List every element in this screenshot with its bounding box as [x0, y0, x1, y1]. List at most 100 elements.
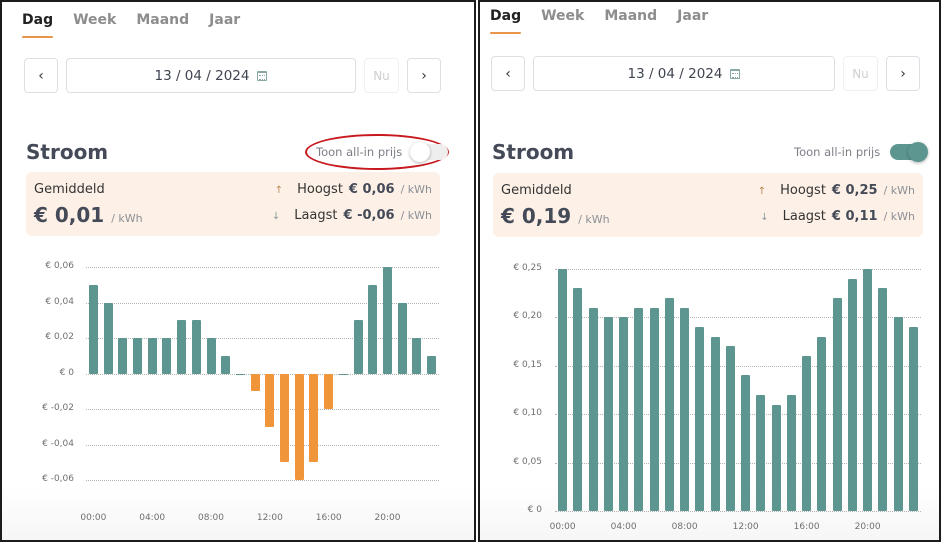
prev-day-button[interactable]: ‹ — [491, 56, 525, 91]
price-bar[interactable] — [847, 278, 857, 511]
price-bar[interactable] — [383, 267, 393, 374]
price-bar[interactable] — [908, 327, 918, 511]
highest-price-row: ↑ Hoogst € 0,06 / kWh — [275, 182, 432, 197]
date-navigator: ‹ 13 / 04 / 2024 Nu › — [491, 56, 920, 92]
unit-label: / kWh — [578, 213, 610, 226]
price-bar[interactable] — [817, 336, 827, 511]
arrow-down-icon: ↓ — [271, 211, 281, 222]
x-axis-tick-label: 00:00 — [549, 522, 576, 532]
all-in-price-toggle[interactable] — [410, 142, 449, 162]
gridline — [86, 302, 439, 304]
price-bar[interactable] — [893, 317, 903, 511]
y-axis-tick-label: € 0,10 — [513, 408, 542, 419]
calendar-icon — [257, 70, 268, 81]
price-bar[interactable] — [353, 320, 363, 374]
date-value: 13 / 04 / 2024 — [627, 65, 723, 82]
x-axis-tick-label: 20:00 — [854, 522, 881, 532]
lowest-label: Laagst — [782, 209, 826, 224]
unit-label: / kWh — [111, 212, 143, 225]
price-bar[interactable] — [235, 373, 245, 375]
date-picker[interactable]: 13 / 04 / 2024 — [533, 56, 835, 91]
price-bar[interactable] — [756, 394, 766, 511]
price-bar[interactable] — [294, 373, 304, 480]
price-bar[interactable] — [786, 394, 796, 511]
x-axis-tick-label: 20:00 — [374, 513, 401, 523]
price-bar[interactable] — [878, 288, 888, 511]
price-bar[interactable] — [863, 269, 873, 511]
price-bar[interactable] — [619, 317, 629, 511]
date-navigator: ‹ 13 / 04 / 2024 Nu › — [24, 58, 441, 94]
section-title: Stroom — [26, 140, 109, 164]
price-bar[interactable] — [397, 302, 407, 374]
price-bar[interactable] — [147, 338, 157, 374]
date-value: 13 / 04 / 2024 — [154, 67, 250, 84]
price-bar[interactable] — [88, 284, 98, 374]
price-bar[interactable] — [680, 307, 690, 511]
price-bar[interactable] — [191, 320, 201, 374]
price-bar[interactable] — [250, 373, 260, 392]
x-axis-tick-label: 04:00 — [139, 513, 166, 523]
price-bar[interactable] — [118, 338, 128, 374]
price-bar[interactable] — [802, 356, 812, 511]
price-chart: € 0,06 € 0,04 € 0,02 € 0 € -0,02 € -0,04 € -0,… — [2, 2, 474, 540]
date-picker[interactable]: 13 / 04 / 2024 — [66, 58, 356, 93]
tab-week[interactable]: Week — [73, 12, 117, 28]
price-bar[interactable] — [368, 284, 378, 374]
chevron-left-icon: ‹ — [38, 67, 44, 84]
tab-week[interactable]: Week — [541, 8, 585, 24]
price-bar[interactable] — [132, 338, 142, 374]
gridline — [555, 462, 921, 464]
price-bar[interactable] — [221, 355, 231, 374]
price-bar[interactable] — [309, 373, 319, 463]
price-bar[interactable] — [695, 327, 705, 511]
price-bar[interactable] — [649, 307, 659, 511]
y-axis-tick-label: € 0,04 — [45, 296, 74, 307]
gridline — [86, 267, 439, 268]
now-button[interactable]: Nu — [843, 56, 878, 91]
price-bar[interactable] — [558, 269, 568, 511]
tab-maand[interactable]: Maand — [604, 8, 658, 24]
price-bar[interactable] — [741, 375, 751, 511]
next-day-button[interactable]: › — [886, 56, 920, 91]
gridline — [555, 414, 921, 416]
now-button[interactable]: Nu — [364, 58, 399, 93]
price-bar[interactable] — [573, 288, 583, 511]
price-bar[interactable] — [177, 320, 187, 374]
price-bar[interactable] — [280, 373, 290, 463]
next-day-button[interactable]: › — [407, 58, 441, 93]
price-bar[interactable] — [603, 317, 613, 511]
tab-jaar[interactable]: Jaar — [209, 12, 241, 28]
price-bar[interactable] — [338, 373, 348, 375]
price-bar[interactable] — [771, 404, 781, 511]
price-bar[interactable] — [427, 355, 437, 374]
tab-dag[interactable]: Dag — [22, 12, 54, 38]
price-bar[interactable] — [103, 302, 113, 374]
tab-maand[interactable]: Maand — [136, 12, 190, 28]
price-bar[interactable] — [710, 336, 720, 511]
highest-value: € 0,06 — [348, 182, 395, 197]
all-in-price-toggle-row: Toon all-in prijs — [794, 142, 929, 162]
price-bar[interactable] — [324, 373, 334, 409]
prev-day-button[interactable]: ‹ — [24, 58, 58, 93]
highest-label: Hoogst — [297, 182, 343, 197]
price-bar[interactable] — [634, 307, 644, 511]
price-bar[interactable] — [664, 298, 674, 511]
price-bar[interactable] — [588, 307, 598, 511]
gridline — [86, 373, 439, 375]
y-axis-tick-label: € -0,02 — [42, 403, 74, 413]
y-axis-tick-label: € 0,25 — [513, 263, 542, 273]
price-bar[interactable] — [265, 373, 275, 427]
all-in-price-toggle[interactable] — [890, 142, 929, 162]
price-summary: Gemiddeld € 0,01 / kWh ↑ Hoogst € 0,06 /… — [26, 172, 440, 236]
unit-label: / kWh — [883, 184, 915, 197]
price-bar[interactable] — [162, 338, 172, 374]
price-bar[interactable] — [412, 338, 422, 374]
x-axis-tick-label: 08:00 — [198, 513, 224, 523]
tab-dag[interactable]: Dag — [490, 8, 522, 34]
tab-jaar[interactable]: Jaar — [677, 8, 709, 24]
price-bar[interactable] — [832, 298, 842, 511]
unit-label: / kWh — [400, 183, 432, 196]
price-bar[interactable] — [206, 338, 216, 374]
price-bar[interactable] — [725, 346, 735, 511]
unit-label: / kWh — [400, 209, 432, 222]
